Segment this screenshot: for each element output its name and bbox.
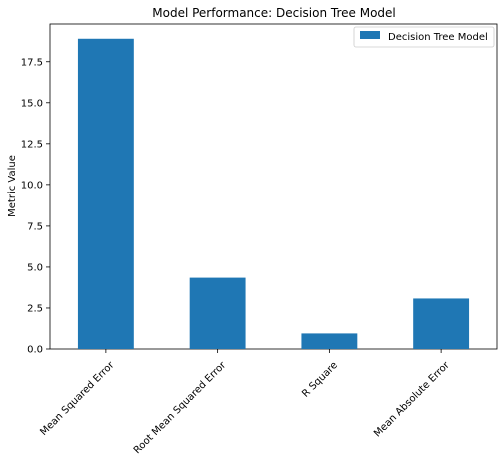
y-axis: 0.0 2.5 5.0 7.5 10.0 12.5 15.0 17.5: [21, 57, 50, 356]
bar-root-mean-squared-error: [189, 277, 246, 349]
legend-box: [353, 26, 495, 48]
y-tick-label: 5.0: [27, 262, 43, 273]
axes-frame: [49, 23, 498, 350]
bars-group: [77, 38, 470, 349]
y-tick-label: 10.0: [21, 180, 43, 191]
y-tick-label: 15.0: [21, 98, 43, 109]
bar-r-square: [301, 333, 358, 349]
y-tick-label: 2.5: [27, 303, 43, 314]
y-tick-label: 12.5: [21, 139, 43, 150]
x-tick-label: Mean Absolute Error: [372, 359, 452, 439]
y-axis-label: Metric Value: [7, 155, 18, 217]
x-tick-label: Root Mean Squared Error: [132, 359, 229, 456]
plot-area: [49, 23, 498, 350]
bar-mean-squared-error: [77, 38, 134, 349]
legend-label: Decision Tree Model: [388, 32, 488, 43]
x-tick-label: R Square: [300, 360, 340, 400]
y-tick-label: 7.5: [27, 221, 43, 232]
y-tick-label: 17.5: [21, 57, 43, 68]
legend: Decision Tree Model: [353, 26, 495, 48]
x-axis: Mean Squared Error Root Mean Squared Erro…: [38, 349, 452, 456]
legend-swatch: [360, 31, 380, 39]
y-tick-label: 0.0: [27, 345, 43, 356]
bar-mean-absolute-error: [413, 298, 470, 349]
x-tick-label: Mean Squared Error: [38, 359, 117, 438]
chart-title: Model Performance: Decision Tree Model: [152, 6, 396, 20]
